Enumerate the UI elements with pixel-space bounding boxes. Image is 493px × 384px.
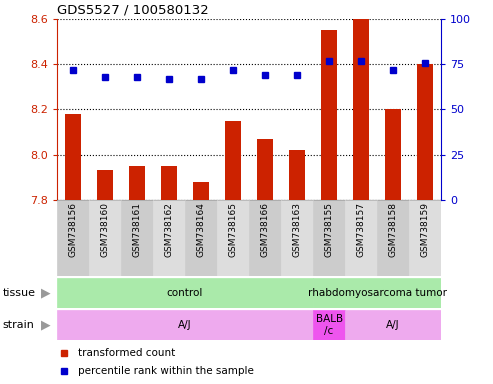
Bar: [313, 278, 441, 308]
Bar: [89, 200, 121, 276]
Text: GSM738159: GSM738159: [421, 202, 430, 257]
Bar: [409, 200, 441, 276]
Text: BALB
/c: BALB /c: [316, 314, 343, 336]
Bar: [313, 200, 345, 276]
Text: A/J: A/J: [387, 320, 400, 330]
Bar: [385, 109, 401, 200]
Text: percentile rank within the sample: percentile rank within the sample: [78, 366, 254, 376]
Bar: [57, 310, 313, 340]
Text: rhabdomyosarcoma tumor: rhabdomyosarcoma tumor: [308, 288, 447, 298]
Text: GSM738165: GSM738165: [228, 202, 238, 257]
Bar: [217, 200, 249, 276]
Bar: [57, 200, 89, 276]
Bar: [345, 310, 441, 340]
Bar: [353, 19, 369, 200]
Text: GSM738160: GSM738160: [100, 202, 109, 257]
Bar: [225, 121, 241, 200]
Text: GSM738157: GSM738157: [356, 202, 366, 257]
Text: ▶: ▶: [41, 318, 51, 331]
Bar: [97, 170, 113, 200]
Bar: [289, 150, 305, 200]
Bar: [417, 64, 433, 200]
Bar: [249, 200, 281, 276]
Text: control: control: [167, 288, 203, 298]
Text: GSM738156: GSM738156: [68, 202, 77, 257]
Bar: [129, 166, 145, 200]
Text: transformed count: transformed count: [78, 348, 175, 358]
Text: GSM738155: GSM738155: [324, 202, 334, 257]
Text: strain: strain: [2, 320, 35, 330]
Text: GDS5527 / 100580132: GDS5527 / 100580132: [57, 3, 209, 17]
Bar: [193, 182, 209, 200]
Text: GSM738163: GSM738163: [292, 202, 302, 257]
Bar: [313, 310, 345, 340]
Bar: [321, 30, 337, 200]
Bar: [185, 200, 217, 276]
Text: A/J: A/J: [178, 320, 192, 330]
Bar: [121, 200, 153, 276]
Bar: [281, 200, 313, 276]
Bar: [345, 200, 377, 276]
Text: tissue: tissue: [2, 288, 35, 298]
Bar: [377, 200, 409, 276]
Bar: [153, 200, 185, 276]
Bar: [257, 139, 273, 200]
Text: GSM738161: GSM738161: [132, 202, 141, 257]
Bar: [65, 114, 81, 200]
Bar: [57, 278, 313, 308]
Text: ▶: ▶: [41, 286, 51, 300]
Text: GSM738162: GSM738162: [164, 202, 174, 257]
Text: GSM738166: GSM738166: [260, 202, 270, 257]
Text: GSM738164: GSM738164: [196, 202, 206, 257]
Bar: [161, 166, 177, 200]
Text: GSM738158: GSM738158: [388, 202, 398, 257]
